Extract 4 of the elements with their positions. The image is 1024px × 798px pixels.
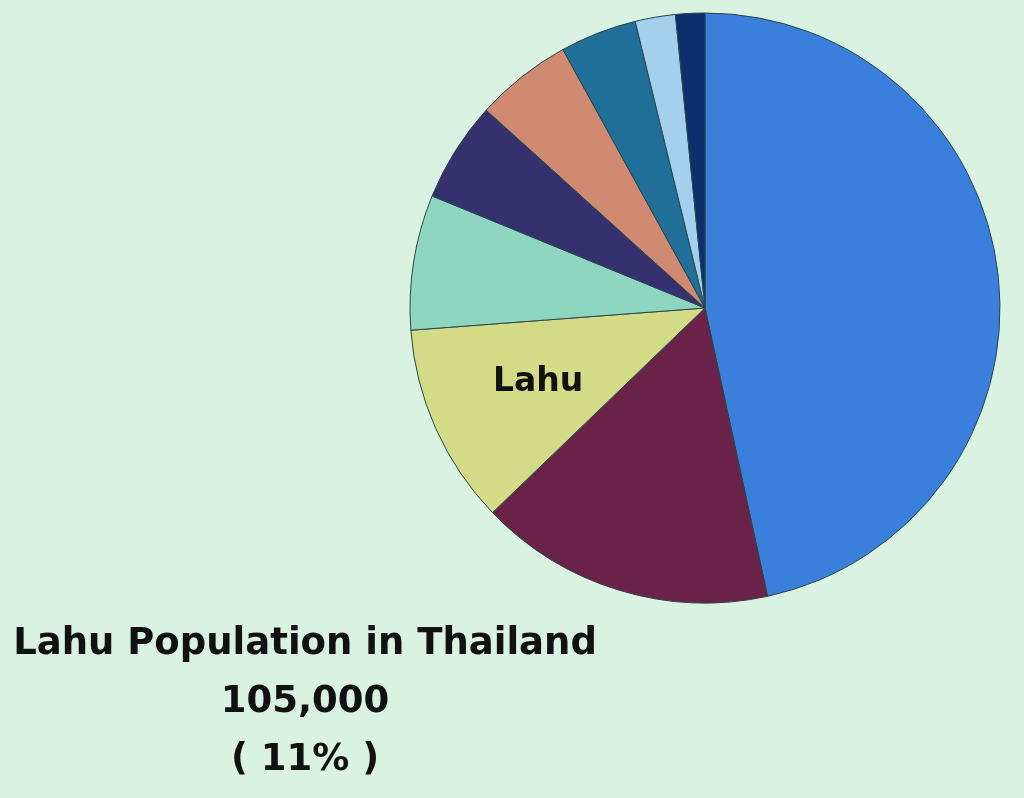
text: 105,000 <box>219 677 391 723</box>
text: Lahu Population in Thailand <box>12 619 598 665</box>
text: ( 11% ) <box>229 735 381 781</box>
slice-label: Lahu <box>492 360 584 400</box>
